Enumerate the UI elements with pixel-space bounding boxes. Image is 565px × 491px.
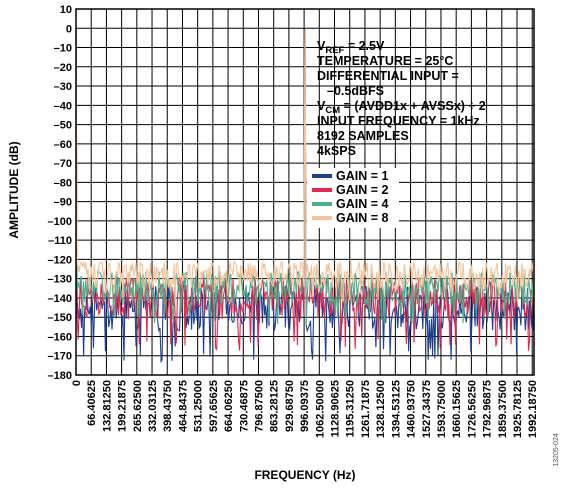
y-tick-label: –60 (54, 139, 72, 151)
x-tick-label: 1925.78125 (512, 380, 524, 438)
x-tick-label: 1195.31250 (345, 380, 357, 438)
annotation-diff2: –0.5dBFS (327, 84, 384, 98)
x-tick-label: 66.40625 (86, 380, 98, 426)
y-tick-label: –160 (48, 331, 72, 343)
x-tick-label: 265.62500 (132, 380, 144, 432)
y-tick-label: –20 (54, 62, 72, 74)
y-tick-label: –90 (54, 197, 72, 209)
y-axis-label: AMPLITUDE (dB) (7, 141, 21, 238)
x-tick-label: 796.87500 (253, 380, 265, 432)
annotation-samples: 8192 SAMPLES (317, 129, 409, 143)
annotation-vcm: VCM = (AVDD1x + AVSSx) ÷ 2 (317, 99, 486, 116)
x-tick-label: 398.43750 (162, 380, 174, 432)
y-tick-label: –120 (48, 254, 72, 266)
plot-border (75, 8, 535, 376)
y-tick-label: –130 (48, 274, 72, 286)
x-tick-label: 1261.71875 (360, 380, 372, 438)
x-tick-label: 1992.18750 (527, 380, 539, 438)
x-tick-label: 1394.53125 (390, 380, 402, 438)
annotation-diff1: DIFFERENTIAL INPUT = (317, 69, 459, 83)
y-tick-label: –80 (54, 177, 72, 189)
x-tick-label: 929.68750 (284, 380, 296, 432)
y-tick-label: –180 (48, 370, 72, 382)
x-tick-label: 1062.50000 (314, 380, 326, 438)
annotation-rate: 4kSPS (317, 144, 356, 158)
x-tick-label: 597.65625 (208, 380, 220, 432)
y-tick-label: –40 (54, 100, 72, 112)
x-tick-label: 1660.15625 (451, 380, 463, 438)
legend-label: GAIN = 8 (336, 211, 388, 225)
y-tick-labels: 10 0 –10 –20 –30 –40 –50 –60 –70 –80 –90 –100 –110 –1… (48, 4, 72, 382)
y-tick-label: –110 (48, 235, 72, 247)
y-tick-label: –170 (48, 351, 72, 363)
x-tick-label: 664.06250 (223, 380, 235, 432)
x-tick-label: 464.84375 (177, 380, 189, 432)
x-tick-label: 1328.12500 (375, 380, 387, 438)
y-tick-label: –150 (48, 312, 72, 324)
x-tick-label: 996.09375 (299, 380, 311, 432)
x-tick-label: 332.03125 (147, 380, 159, 432)
x-tick-labels: 0 66.40625 132.81250 199.21875 265.62500 332.… (71, 380, 539, 438)
x-tick-label: 0 (71, 380, 83, 386)
legend-label: GAIN = 4 (336, 197, 388, 211)
figure-id: 13205-024 (553, 433, 560, 467)
series-layer (75, 28, 535, 364)
x-tick-label: 199.21875 (117, 380, 129, 432)
series-line (75, 28, 535, 303)
x-tick-label: 863.28125 (269, 380, 281, 432)
y-tick-label: –100 (48, 216, 72, 228)
x-tick-label: 1792.96875 (482, 380, 494, 438)
x-tick-label: 1859.37500 (497, 380, 509, 438)
y-tick-label: –140 (48, 293, 72, 305)
x-tick-label: 1460.93750 (406, 380, 418, 438)
x-tick-label: 132.81250 (101, 380, 113, 432)
x-tick-label: 531.25000 (193, 380, 205, 432)
x-tick-label: 1128.90625 (330, 380, 342, 438)
legend-label: GAIN = 2 (336, 183, 388, 197)
y-tick-label: 0 (66, 23, 72, 35)
x-tick-label: 1726.56250 (466, 380, 478, 438)
y-tick-label: –10 (54, 43, 72, 55)
y-tick-label: –70 (54, 158, 72, 170)
annotation-vref: VREF = 2.5V (317, 39, 385, 56)
annotation-temp: TEMPERATURE = 25°C (317, 54, 453, 68)
annotation-freq: INPUT FREQUENCY = 1kHz (317, 114, 480, 128)
x-tick-label: 1527.34375 (421, 380, 433, 438)
x-axis-label: FREQUENCY (Hz) (254, 468, 355, 482)
x-tick-label: 1593.75000 (436, 380, 448, 438)
x-tick-label: 730.46875 (238, 380, 250, 432)
y-tick-label: –30 (54, 81, 72, 93)
y-tick-label: –50 (54, 120, 72, 132)
y-tick-label: 10 (60, 4, 72, 16)
legend-label: GAIN = 1 (336, 169, 388, 183)
